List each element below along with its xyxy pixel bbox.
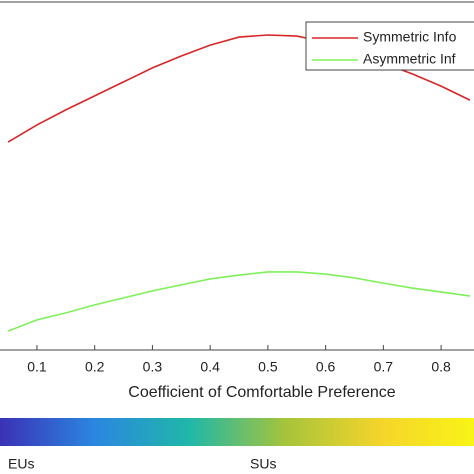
x-tick-label: 0.3 [143,359,163,375]
x-tick-label: 0.1 [27,359,47,375]
legend-label: Symmetric Info [363,29,457,45]
colorbar [0,418,474,446]
x-tick-label: 0.2 [85,359,105,375]
legend-label: Asymmetric Inf [363,51,456,67]
series-line [7,271,471,332]
x-tick-label: 0.4 [200,359,220,375]
axes-frame [0,1,474,351]
x-axis-label: Coefficient of Comfortable Preference [128,384,396,401]
x-tick-label: 0.8 [431,359,451,375]
x-tick-label: 0.6 [316,359,336,375]
plot-area [7,34,471,332]
legend [305,21,474,71]
colorbar-label: SUs [250,456,276,472]
x-tick-label: 0.5 [258,359,278,375]
x-tick-label: 0.7 [374,359,394,375]
colorbar-label: EUs [8,456,34,472]
